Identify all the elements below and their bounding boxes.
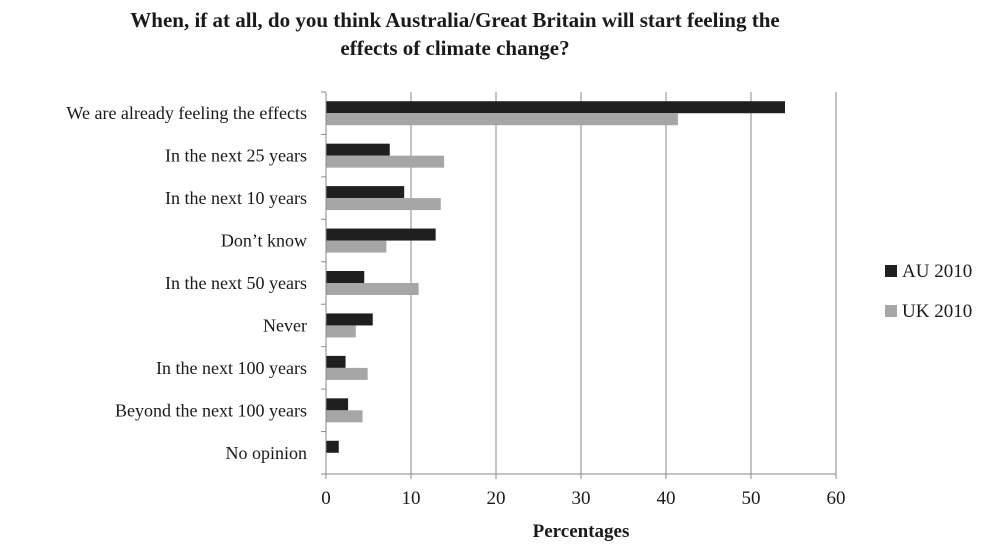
x-tick-label: 60 (827, 488, 846, 509)
legend-swatch-au (885, 265, 897, 277)
x-axis-title: Percentages (533, 521, 630, 542)
category-label: No opinion (225, 443, 307, 463)
bars (326, 101, 785, 453)
bar-au-1 (326, 143, 390, 156)
chart-title-line-1: When, if at all, do you think Australia/… (130, 8, 780, 32)
category-label: Never (263, 315, 307, 335)
category-label: In the next 10 years (165, 188, 307, 208)
grid-lines (410, 92, 837, 474)
bar-au-3 (326, 228, 436, 241)
category-label: Don’t know (221, 231, 307, 251)
bar-au-2 (326, 186, 405, 199)
x-tick-label: 0 (321, 488, 331, 509)
legend: AU 2010 UK 2010 (885, 261, 972, 322)
bar-uk-1 (326, 155, 445, 168)
bar-uk-6 (326, 367, 368, 380)
category-label: In the next 50 years (165, 273, 307, 293)
bar-au-5 (326, 313, 373, 326)
bar-uk-2 (326, 198, 441, 211)
x-tick-label: 40 (657, 488, 676, 509)
legend-swatch-uk (885, 305, 897, 317)
bar-uk-0 (326, 113, 678, 126)
bar-uk-4 (326, 283, 419, 295)
x-tick-label: 10 (402, 488, 421, 509)
bar-au-0 (326, 101, 785, 114)
bar-uk-7 (326, 410, 363, 423)
category-label: Beyond the next 100 years (115, 400, 307, 420)
bar-uk-3 (326, 240, 387, 253)
x-tick-label: 50 (742, 488, 761, 509)
tick-labels: 0 10 20 30 40 50 60 (321, 488, 845, 509)
axes (321, 91, 837, 479)
x-tick-label: 20 (487, 488, 506, 509)
bar-au-8 (326, 440, 339, 453)
bar-uk-5 (326, 325, 356, 338)
bar-au-7 (326, 398, 349, 411)
legend-label-uk: UK 2010 (902, 301, 972, 322)
bar-au-6 (326, 355, 346, 368)
category-label: In the next 25 years (165, 146, 307, 166)
legend-label-au: AU 2010 (902, 261, 972, 282)
category-label: In the next 100 years (156, 358, 307, 378)
x-tick-label: 30 (572, 488, 591, 509)
category-labels: We are already feeling the effects In the… (66, 103, 307, 463)
chart-title: When, if at all, do you think Australia/… (0, 6, 910, 62)
bar-au-4 (326, 271, 365, 283)
chart-title-line-2: effects of climate change? (340, 36, 570, 60)
category-label: We are already feeling the effects (66, 103, 307, 123)
